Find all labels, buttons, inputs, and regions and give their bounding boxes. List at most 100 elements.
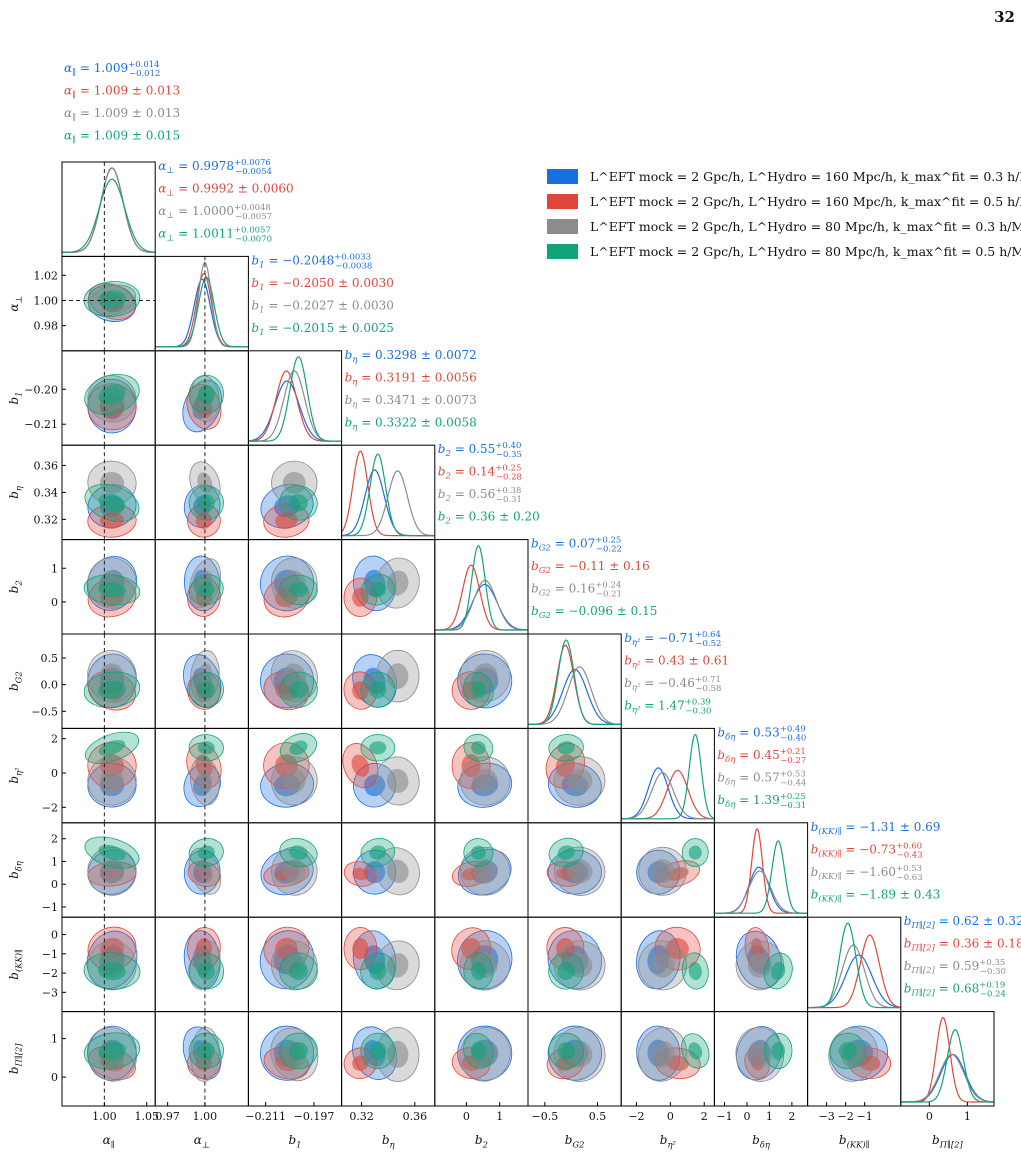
summary-value: = 0.55 — [451, 442, 495, 456]
x-axis-label-base: b — [660, 1133, 668, 1147]
contour-1sigma — [98, 961, 126, 981]
contour-1sigma — [472, 859, 498, 884]
panel-8-8 — [807, 916, 902, 1013]
x-axis-label-base: b — [565, 1133, 573, 1147]
summary-param: b — [717, 725, 725, 739]
summary-value: = 1.39 — [735, 793, 779, 807]
summary-lower: −0.30 — [685, 707, 711, 717]
summary-param-sub: ∥ — [72, 90, 76, 101]
summary-lower: −0.012 — [129, 69, 160, 79]
panel-contents — [343, 837, 420, 896]
contour-1sigma — [364, 774, 386, 797]
panel-contents — [83, 634, 141, 729]
y-axis-label-base: b — [7, 972, 21, 980]
x-tick-label: 0 — [926, 1110, 933, 1123]
contour-1sigma — [369, 741, 387, 755]
contour-1sigma — [688, 845, 702, 860]
x-axis-label-sub: δη — [760, 1140, 770, 1150]
summary-stat: bG2 = 0.07+0.25 −0.22 — [531, 536, 622, 555]
x-tick-label: 2 — [701, 1110, 708, 1123]
summary-param-sub: δη — [725, 732, 736, 742]
contour-1sigma — [98, 844, 126, 861]
summary-lower: −0.31 — [496, 495, 522, 505]
marginal-curve — [900, 1053, 994, 1103]
summary-value: = 0.59 — [935, 959, 979, 973]
summary-upper: +0.25 — [595, 536, 621, 546]
summary-param-sub: ⊥ — [166, 211, 174, 221]
y-axis-label-sub: Π∥[2] — [14, 1043, 24, 1068]
y-tick-label: 0.5 — [41, 652, 59, 665]
x-tick-label: 1 — [766, 1110, 773, 1123]
panel-contents — [434, 544, 528, 631]
summary-lower: −0.0038 — [335, 261, 372, 271]
panel-contents — [259, 555, 318, 618]
x-axis-label: bη — [382, 1133, 395, 1150]
x-tick-label: 0.5 — [589, 1110, 607, 1123]
marginal-curve — [714, 870, 808, 914]
contour-1sigma — [470, 1042, 486, 1060]
summary-param: b — [624, 699, 632, 713]
summary-upper: +0.0057 — [234, 226, 271, 236]
contour-1sigma — [196, 859, 213, 883]
panel-5-5 — [527, 633, 622, 729]
contour-1sigma — [386, 1040, 409, 1068]
summary-upper: +0.53 — [896, 864, 922, 874]
contour-1sigma — [98, 680, 126, 699]
summary-lower: −0.27 — [780, 756, 806, 766]
x-axis-label: bδη — [752, 1133, 770, 1150]
contour-1sigma — [352, 587, 369, 607]
y-axis-label: b1 — [7, 391, 24, 404]
legend-label: L^EFT mock = 2 Gpc/h, L^Hydro = 80 Mpc/h… — [590, 219, 1021, 234]
legend-label: L^EFT mock = 2 Gpc/h, L^Hydro = 80 Mpc/h… — [590, 244, 1021, 259]
x-axis-label: bΠ∥[2] — [932, 1133, 963, 1150]
summary-value: = 1.0000 — [174, 204, 234, 218]
summary-stat: bη² = −0.71+0.64 −0.52 — [624, 630, 721, 649]
contour-1sigma — [282, 768, 306, 793]
summary-param: b — [811, 887, 819, 901]
summary-param-sub: 2 — [444, 517, 450, 527]
panel-contents — [451, 1025, 513, 1082]
panel-frame — [713, 822, 809, 918]
summary-upper: +0.21 — [780, 747, 806, 757]
x-axis-label: bη² — [660, 1133, 677, 1150]
x-axis-label-sub: ⊥ — [202, 1140, 210, 1150]
summary-param: b — [345, 393, 353, 407]
summary-upper: +0.0048 — [234, 203, 271, 213]
summary-stat: b2 = 0.56+0.38 −0.31 — [438, 486, 522, 505]
summary-stat: bη = 0.3191 ± 0.0056 — [345, 370, 477, 387]
y-axis-label: bδη — [7, 861, 24, 879]
x-axis-label-sub: G2 — [572, 1140, 584, 1150]
x-tick-label: 1.00 — [193, 1110, 218, 1123]
contour-1sigma — [557, 741, 575, 755]
marginal-curve — [807, 922, 901, 1009]
panel-4-1 — [154, 539, 249, 635]
x-tick-label: 0.36 — [403, 1110, 428, 1123]
summary-upper: +0.49 — [780, 724, 806, 734]
contour-1sigma — [386, 570, 409, 596]
summary-param: b — [811, 842, 819, 856]
marginal-curve — [621, 767, 715, 820]
panel-contents — [636, 926, 709, 991]
panel-contents — [84, 728, 140, 823]
summary-param: α — [64, 129, 72, 143]
panel-5-3 — [341, 633, 436, 729]
y-axis-label-base: b — [7, 491, 21, 499]
panel-contents — [546, 927, 606, 991]
y-axis-label-sub: G2 — [14, 671, 24, 683]
summary-stat: bΠ∥[2] = 0.62 ± 0.32 — [904, 914, 1021, 931]
summary-upper: +0.60 — [896, 841, 922, 851]
panel-8-5 — [527, 916, 622, 1013]
y-tick-label: 0.36 — [34, 459, 59, 472]
panel-6-3 — [341, 727, 436, 824]
summary-param-sub: η — [352, 400, 358, 410]
summary-param-sub: (KK)∥ — [818, 848, 841, 859]
summary-param: b — [904, 982, 912, 996]
x-axis-label: b2 — [475, 1133, 488, 1150]
contour-1sigma — [555, 754, 576, 777]
panel-contents — [451, 838, 512, 896]
marginal-curve — [807, 954, 901, 1009]
contour-1sigma — [352, 1055, 369, 1071]
x-axis-label-sub: ∥ — [111, 1140, 115, 1150]
panel-3-3 — [341, 444, 436, 541]
panel-7-4 — [434, 822, 529, 918]
